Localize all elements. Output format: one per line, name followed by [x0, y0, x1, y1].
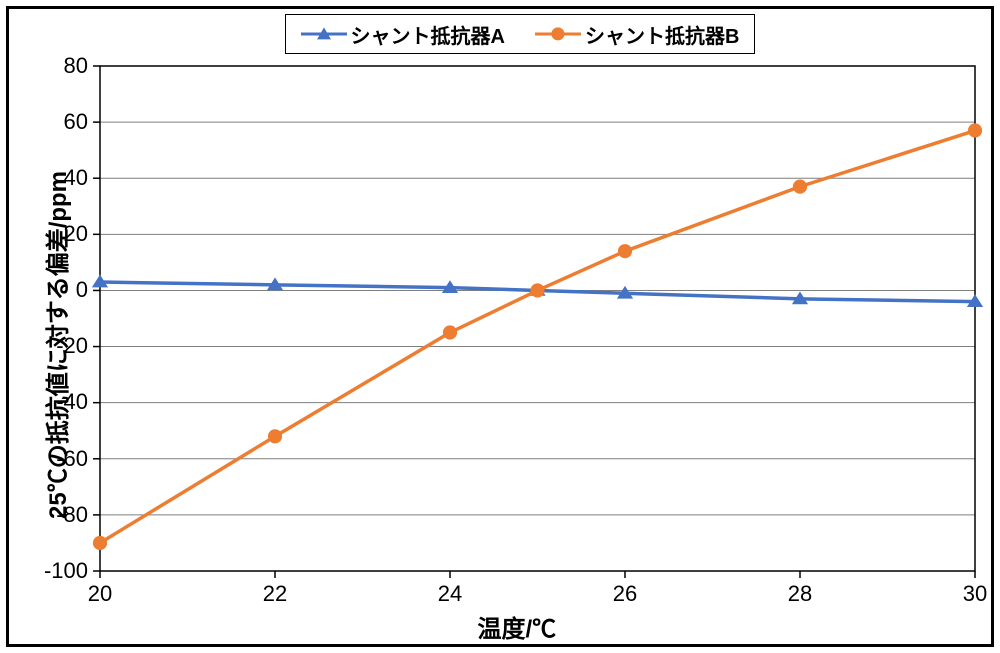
x-tick-label: 30: [955, 581, 995, 607]
y-axis-label: 25℃の抵抗値に対する偏差/ppm: [38, 170, 73, 518]
x-axis-label: 温度/℃: [478, 609, 557, 644]
y-tick-label: -100: [44, 558, 88, 584]
x-tick-label: 28: [780, 581, 820, 607]
y-tick-label: 0: [76, 277, 88, 303]
legend-item-series-b: シャント抵抗器B: [535, 20, 739, 49]
y-tick-label: 60: [64, 109, 88, 135]
plot-area: [100, 66, 975, 571]
legend-swatch-b: [535, 24, 581, 44]
x-tick-label: 24: [430, 581, 470, 607]
legend-label-a: シャント抵抗器A: [351, 20, 505, 49]
legend: シャント抵抗器A シャント抵抗器B: [285, 14, 755, 54]
x-tick-label: 26: [605, 581, 645, 607]
legend-swatch-a: [301, 24, 347, 44]
x-tick-label: 22: [255, 581, 295, 607]
y-tick-label: 80: [64, 53, 88, 79]
x-tick-label: 20: [80, 581, 120, 607]
legend-item-series-a: シャント抵抗器A: [301, 20, 505, 49]
legend-label-b: シャント抵抗器B: [585, 20, 739, 49]
